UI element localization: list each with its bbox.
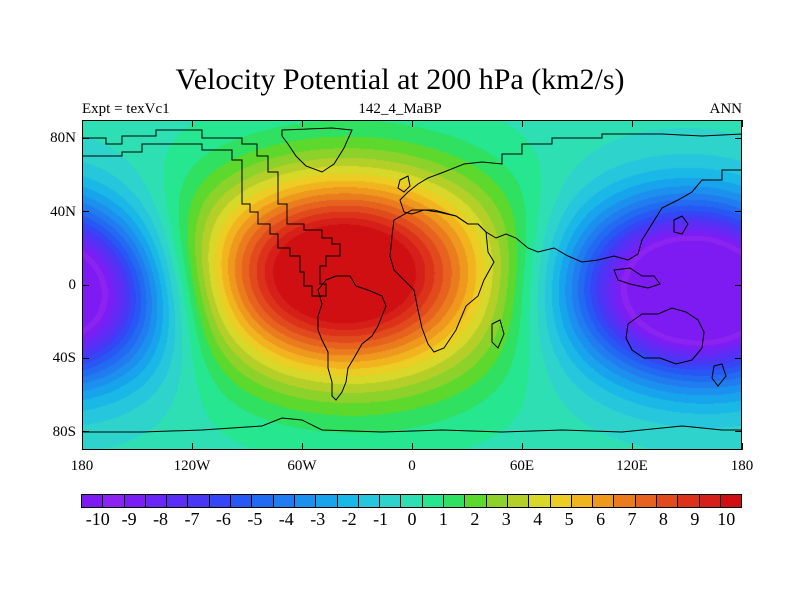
x-axis-tick [521,120,523,127]
colorbar [81,494,743,508]
y-axis-tick [82,431,89,433]
x-axis-label: 60W [287,458,317,474]
x-axis-tick [631,120,633,127]
colorbar-label: 8 [658,509,668,529]
subtitle-center: 142_4_MaBP [358,101,442,117]
colorbar-label: 9 [690,509,700,529]
colorbar-box [421,494,445,508]
colorbar-label: -5 [247,509,263,529]
colorbar-box [400,494,423,508]
colorbar-box [336,494,359,508]
x-axis-tick [81,443,83,450]
y-axis-label: 0 [68,277,77,293]
y-axis-tick [735,357,742,359]
x-axis-tick [741,443,743,450]
colorbar-box [698,494,721,508]
y-axis-label: 40S [52,350,76,367]
x-axis-label: 120W [173,458,211,474]
x-axis-tick [191,120,193,127]
colorbar-label: 6 [596,509,606,529]
y-axis-label: 80S [52,423,76,440]
x-axis-tick [301,120,303,127]
colorbar-box [549,494,572,508]
subtitle-right: ANN [709,101,743,117]
colorbar-box [443,494,466,508]
map-title: Velocity Potential at 200 hPa (km2/s) [175,63,625,96]
x-axis-tick [301,443,303,450]
x-axis-tick [631,443,633,450]
colorbar-box [485,494,508,508]
y-axis-tick [735,284,742,286]
colorbar-box [656,494,679,508]
x-axis-tick [741,120,743,127]
colorbar-label: 1 [438,509,448,529]
colorbar-box [81,494,104,508]
x-axis-label: 180 [730,458,754,474]
x-axis-label: 60E [509,458,535,474]
colorbar-box [102,494,125,508]
subtitle-left: Expt = texVc1 [82,101,170,117]
x-axis-label: 180 [70,458,94,474]
colorbar-box [315,494,338,508]
colorbar-box [251,494,274,508]
colorbar-box [528,494,551,508]
x-axis-tick [81,120,83,127]
y-axis-label: 40N [50,203,76,220]
colorbar-box [272,494,295,508]
colorbar-label: 0 [407,509,417,529]
colorbar-box [464,494,487,508]
colorbar-label: 5 [564,509,574,529]
colorbar-label: -1 [373,509,389,529]
colorbar-label: -9 [121,509,137,529]
colorbar-label: -7 [184,509,200,529]
colorbar-label: -8 [153,509,169,529]
colorbar-label: -4 [278,509,294,529]
colorbar-box [379,494,402,508]
y-axis-tick [82,137,89,139]
colorbar-label: 2 [470,509,480,529]
colorbar-box [719,494,743,508]
colorbar-label: 3 [501,509,511,529]
colorbar-box [144,494,168,508]
x-axis-label: 0 [408,458,416,474]
colorbar-label: 10 [717,509,736,529]
colorbar-label: -3 [310,509,326,529]
y-axis-tick [82,211,89,213]
colorbar-label: 4 [533,509,543,529]
x-axis-tick [521,443,523,450]
colorbar-box [123,494,146,508]
colorbar-box [293,494,317,508]
x-axis-tick [411,443,413,450]
y-axis-tick [82,284,89,286]
colorbar-label: -10 [85,509,110,529]
y-axis-tick [735,137,742,139]
colorbar-label: -6 [215,509,231,529]
colorbar-box [592,494,615,508]
y-axis-tick [735,431,742,433]
y-axis-tick [82,357,89,359]
colorbar-box [187,494,210,508]
colorbar-box [677,494,700,508]
y-axis-label: 80N [50,130,76,147]
colorbar-box [613,494,636,508]
y-axis-tick [735,211,742,213]
velocity-potential-map [82,120,742,450]
x-axis-tick [191,443,193,450]
velocity-potential-field [82,120,742,450]
colorbar-box [506,494,530,508]
colorbar-label: -2 [341,509,357,529]
colorbar-label: 7 [627,509,637,529]
colorbar-box [208,494,232,508]
colorbar-box [570,494,594,508]
colorbar-box [357,494,381,508]
colorbar-box [230,494,253,508]
colorbar-box [634,494,658,508]
x-axis-label: 120E [616,458,648,474]
x-axis-tick [411,120,413,127]
colorbar-box [166,494,189,508]
